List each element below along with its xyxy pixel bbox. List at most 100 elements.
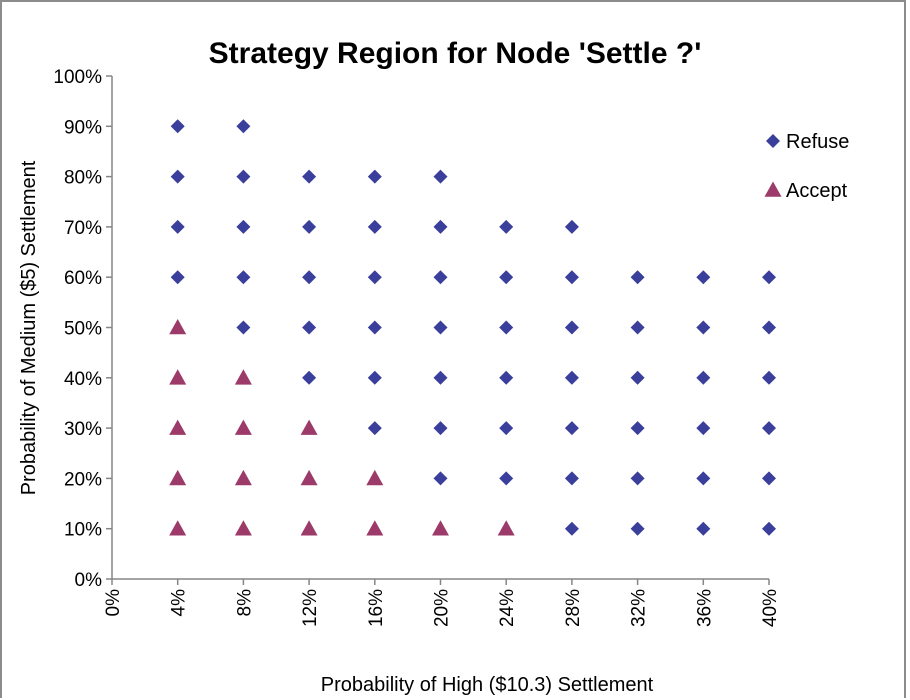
accept-point [169,469,187,486]
refuse-point [630,421,645,436]
refuse-point [696,370,711,385]
accept-point [432,520,449,536]
refuse-point [433,370,448,385]
refuse-point [499,270,514,285]
refuse-point [236,119,251,134]
refuse-point [564,219,579,234]
refuse-point [630,471,645,486]
refuse-point [236,320,251,335]
y-tick-label: 30% [64,419,102,440]
refuse-point [564,270,579,285]
legend-accept-marker [764,181,782,197]
chart-title: Strategy Region for Node 'Settle ?' [209,37,702,70]
refuse-point [302,270,317,285]
refuse-point [762,421,776,436]
x-ticks: 0% 4% 8% 12% 16% 20% 24% 28% 32% 36% 40% [103,579,781,627]
refuse-point [696,421,711,436]
refuse-point [170,270,185,285]
accept-point [300,520,318,536]
refuse-point [433,219,448,234]
y-ticks: 0% 10% 20% 30% 40% 50% 60% 70% 80% 90% 100% [53,67,112,591]
y-tick-label: 70% [64,218,102,239]
refuse-point [762,521,776,536]
refuse-point [499,219,514,234]
legend-refuse-marker [766,134,780,148]
refuse-point [564,521,579,536]
y-axis-title: Probability of Medium ($5) Settlement [18,160,40,495]
refuse-point [367,370,382,385]
accept-point [366,469,384,486]
refuse-point [564,471,579,486]
y-tick-label: 50% [64,319,102,340]
x-tick-label: 0% [103,589,124,617]
accept-point [234,419,252,435]
x-tick-label: 16% [366,589,387,627]
refuse-point [630,521,645,536]
x-tick-label: 28% [563,589,584,627]
refuse-point [170,169,185,184]
refuse-point [433,421,448,436]
accept-point [169,520,187,536]
refuse-point [630,320,645,335]
accept-point [497,520,515,536]
data-points [169,119,776,536]
refuse-point [236,169,251,184]
refuse-point [630,270,645,285]
refuse-point [564,370,579,385]
y-tick-label: 90% [64,117,102,138]
refuse-point [302,320,317,335]
legend-accept-label: Accept [786,180,848,202]
x-tick-label: 8% [234,589,255,617]
refuse-point [499,421,514,436]
y-tick-label: 10% [64,520,102,541]
refuse-point [499,471,514,486]
refuse-point [696,521,711,536]
accept-point [169,419,187,435]
refuse-point [762,270,776,285]
accept-point [169,369,187,385]
refuse-point [499,370,514,385]
refuse-point [236,270,251,285]
y-tick-label: 20% [64,469,102,490]
refuse-point [367,320,382,335]
x-tick-label: 12% [300,589,321,627]
accept-point [234,369,252,385]
refuse-point [170,219,185,234]
y-tick-label: 40% [64,369,102,390]
refuse-point [433,471,448,486]
x-tick-label: 32% [629,589,650,627]
accept-point [234,520,252,536]
refuse-point [367,270,382,285]
refuse-point [696,270,711,285]
refuse-point [564,421,579,436]
y-tick-label: 80% [64,168,102,189]
refuse-point [499,320,514,335]
refuse-point [302,169,317,184]
refuse-point [762,471,776,486]
refuse-point [696,471,711,486]
accept-point [300,419,318,435]
refuse-point [367,169,382,184]
accept-point [234,469,252,486]
refuse-point [433,169,448,184]
y-tick-label: 0% [75,570,103,591]
x-tick-label: 4% [169,589,190,617]
accept-point [169,319,187,335]
legend: Refuse Accept [764,131,849,202]
refuse-point [762,320,776,335]
x-axis-title: Probability of High ($10.3) Settlement [321,674,654,696]
accept-point [366,520,384,536]
x-tick-label: 36% [694,589,715,627]
refuse-point [302,370,317,385]
refuse-point [433,270,448,285]
legend-refuse-label: Refuse [786,131,849,153]
refuse-point [564,320,579,335]
refuse-point [367,421,382,436]
refuse-point [236,219,251,234]
x-tick-label: 24% [497,589,518,627]
refuse-point [630,370,645,385]
refuse-point [367,219,382,234]
y-tick-label: 60% [64,268,102,289]
